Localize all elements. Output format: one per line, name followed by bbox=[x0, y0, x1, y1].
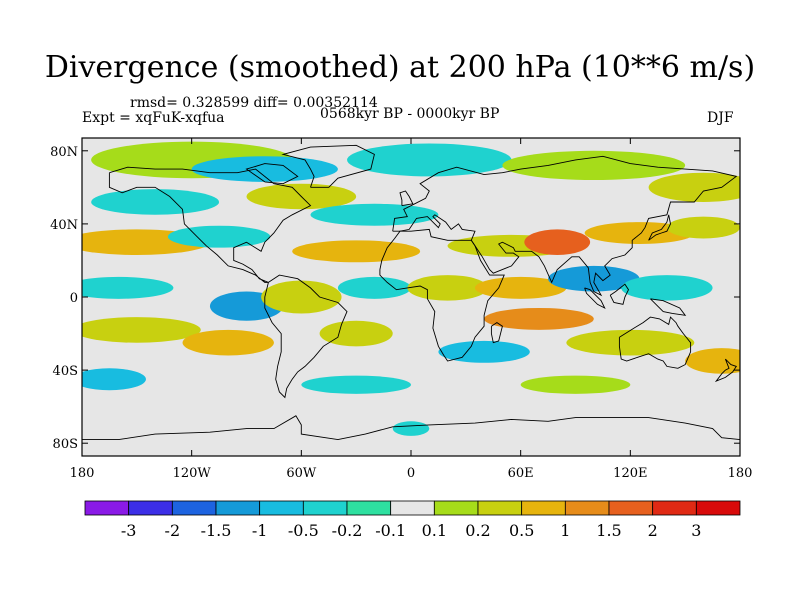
colorbar-swatch bbox=[564, 500, 610, 516]
colorbar-label: 0.1 bbox=[422, 521, 447, 540]
colorbar-label: 0.2 bbox=[465, 521, 490, 540]
lat-tick-label: 0 bbox=[70, 291, 78, 306]
eurasia-coast bbox=[392, 155, 738, 297]
colorbar-label: -2 bbox=[165, 521, 181, 540]
colorbar-label: -0.1 bbox=[375, 521, 406, 540]
mexico-negative-band bbox=[167, 225, 271, 248]
stats-text: rmsd= 0.328599 diff= 0.00352114 bbox=[130, 95, 378, 111]
antarctic-negative-patch bbox=[392, 421, 430, 436]
period-label: 0568kyr BP - 0000kyr BP bbox=[320, 106, 500, 122]
colorbar-swatch bbox=[215, 500, 261, 516]
colorbar-label: -0.2 bbox=[332, 521, 363, 540]
uk-coast bbox=[399, 190, 414, 207]
madagascar-coast bbox=[490, 322, 503, 344]
colorbar-label: 3 bbox=[691, 521, 701, 540]
lon-tick-label: 0 bbox=[407, 466, 415, 481]
south-atlantic-negative bbox=[301, 375, 411, 394]
map-background bbox=[82, 138, 740, 456]
lon-tick-label: 180 bbox=[70, 466, 95, 481]
natlantic-negative-band bbox=[310, 203, 439, 226]
lon-tick-label: 120E bbox=[613, 466, 647, 481]
lat-tick-label: 80S bbox=[53, 437, 78, 452]
colorbar-swatch bbox=[477, 500, 523, 516]
map-title: Divergence (smoothed) at 200 hPa (10**6 … bbox=[44, 50, 756, 85]
south-america-coast bbox=[264, 274, 348, 399]
sepacific-positive bbox=[182, 329, 274, 356]
australia-coast bbox=[618, 316, 692, 369]
amazon-positive bbox=[261, 280, 342, 314]
sindian-strong-positive bbox=[484, 307, 594, 330]
lat-tick-label: 40S bbox=[53, 364, 78, 379]
colorbar-swatch bbox=[84, 500, 130, 516]
lat-tick-label: 40N bbox=[50, 218, 78, 233]
satlantic-positive bbox=[319, 320, 393, 347]
colorbar-label: 0.5 bbox=[509, 521, 534, 540]
indian-ocean-positive bbox=[474, 276, 567, 299]
australia-positive bbox=[566, 329, 695, 356]
greenland-coast bbox=[281, 144, 375, 188]
lon-tick-label: 60W bbox=[286, 466, 317, 481]
colorbar-swatch bbox=[259, 500, 304, 516]
colorbar: -3 -2 -1.5 -1 -0.5 -0.2 -0.1 0.1 0.2 0.5 1 1.5 2 3 bbox=[84, 500, 741, 540]
colorbar-label: 1.5 bbox=[596, 521, 621, 540]
north-america-coast bbox=[108, 166, 312, 283]
lon-tick-label: 120W bbox=[173, 466, 212, 481]
pacific-equatorial-negative bbox=[82, 276, 174, 299]
colorbar-swatch bbox=[390, 500, 435, 516]
colorbar-label: 2 bbox=[648, 521, 658, 540]
spacific-negative bbox=[82, 368, 146, 391]
colorbar-swatch bbox=[652, 500, 697, 516]
spcz-positive bbox=[82, 317, 201, 343]
antarctica-coast bbox=[82, 415, 740, 441]
siberia-positive-band bbox=[502, 150, 686, 181]
colorbar-swatch bbox=[128, 500, 173, 516]
borneo-coast bbox=[609, 283, 630, 305]
colorbar-swatch bbox=[695, 500, 741, 516]
southern-ocean-positive bbox=[520, 375, 631, 394]
africa-coast bbox=[379, 228, 505, 362]
japan-coast bbox=[648, 214, 671, 241]
colorbar-swatch bbox=[346, 500, 392, 516]
coastlines bbox=[82, 144, 740, 441]
baffin-coast bbox=[245, 163, 299, 185]
subtropic-atlantic-positive bbox=[292, 240, 421, 263]
axis-ticks: 180 120W 60W 0 60E 120E 180 80N 40N 0 40S 80S bbox=[50, 138, 752, 481]
sumatra-coast bbox=[584, 287, 606, 310]
experiment-label: Expt = xqFuK-xqfua bbox=[82, 110, 225, 126]
atlantic-itcz-negative bbox=[337, 276, 412, 299]
lon-tick-label: 180 bbox=[728, 466, 753, 481]
colorbar-swatch bbox=[608, 500, 654, 516]
new-zealand-coast bbox=[714, 358, 737, 383]
lon-tick-label: 60E bbox=[508, 466, 534, 481]
colorbar-label: -1 bbox=[252, 521, 268, 540]
colorbar-label: -3 bbox=[121, 521, 137, 540]
colorbar-label: -1.5 bbox=[201, 521, 232, 540]
npacific-negative-band bbox=[91, 189, 220, 215]
tasman-positive bbox=[685, 348, 740, 374]
arctic-negative-band bbox=[191, 156, 338, 182]
colorbar-swatch bbox=[521, 500, 566, 516]
colorbar-swatch bbox=[433, 500, 479, 516]
kuroshio-positive bbox=[666, 216, 740, 239]
lat-tick-label: 80N bbox=[50, 145, 78, 160]
wpacific-negative bbox=[621, 275, 713, 301]
colorbar-swatch bbox=[171, 500, 217, 516]
tibet-strong-positive bbox=[524, 229, 591, 255]
season-label: DJF bbox=[707, 110, 734, 126]
colorbar-label: 1 bbox=[560, 521, 570, 540]
maritime-negative bbox=[548, 265, 640, 292]
colorbar-swatch bbox=[302, 500, 348, 516]
arctic-negative-band-east bbox=[347, 143, 512, 177]
colorbar-label: -0.5 bbox=[288, 521, 319, 540]
bering-positive-band bbox=[648, 172, 740, 202]
new-guinea-coast bbox=[650, 298, 687, 316]
